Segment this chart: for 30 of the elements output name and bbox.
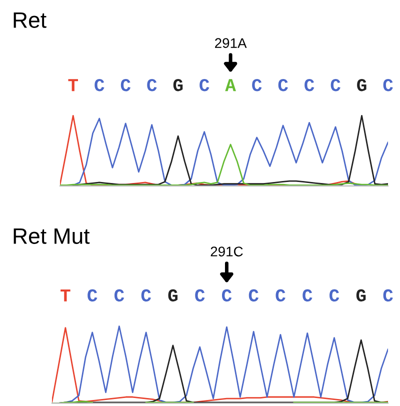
x-tick-label: C — [302, 289, 312, 302]
x-tick-label: C — [94, 78, 104, 92]
text: 291A — [215, 38, 247, 48]
x-tick-label: C — [383, 78, 393, 92]
x-tick-label: C — [222, 289, 232, 302]
text: 291C — [210, 246, 243, 256]
chart-title: Ret — [14, 12, 46, 28]
x-tick-label: A — [225, 79, 236, 92]
x-tick-label: C — [114, 289, 124, 302]
x-tick-label: C — [330, 289, 340, 302]
x-tick-label: C — [195, 289, 205, 302]
x-tick-label: C — [88, 289, 98, 302]
x-tick-label: G — [356, 289, 366, 302]
x-tick-label: C — [330, 78, 340, 92]
x-tick-label: C — [304, 78, 314, 92]
x-tick-label: G — [173, 78, 183, 92]
x-tick-label: C — [141, 289, 151, 302]
x-tick-label: C — [276, 289, 286, 302]
x-tick-label: G — [357, 78, 366, 92]
x-tick-label: C — [278, 78, 288, 92]
chart-title: Ret Mut — [14, 228, 90, 244]
x-tick-label: G — [168, 289, 178, 302]
x-tick-label: T — [60, 289, 70, 302]
x-tick-label: C — [383, 289, 393, 302]
x-tick-label: C — [248, 289, 259, 302]
x-tick-label: T — [68, 79, 78, 92]
x-tick-label: C — [120, 78, 131, 92]
x-tick-label: C — [147, 78, 157, 92]
x-tick-label: C — [200, 78, 210, 92]
x-tick-label: C — [252, 78, 262, 92]
